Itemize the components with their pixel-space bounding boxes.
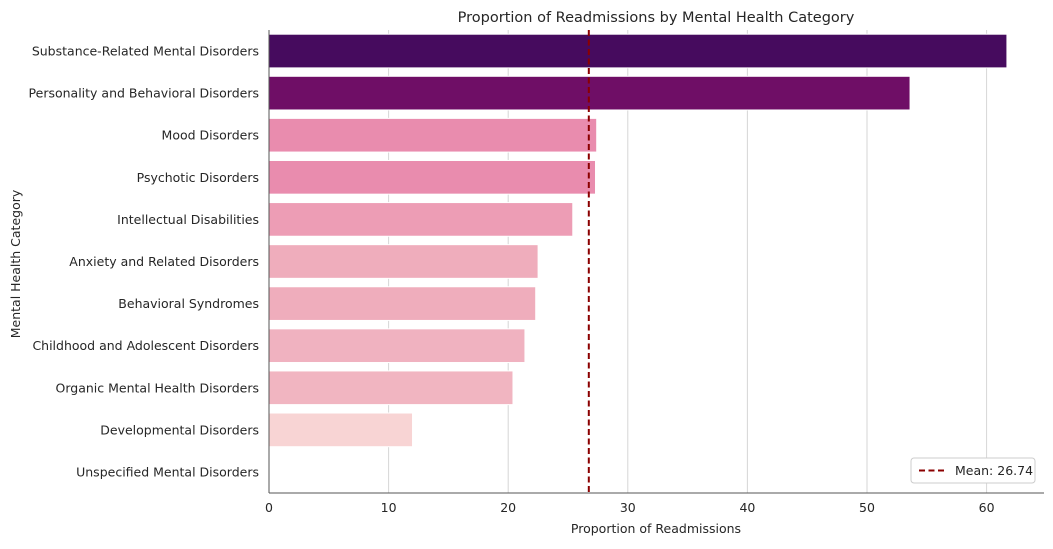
legend-frame — [910, 457, 1036, 484]
x-tick-label: 40 — [739, 500, 755, 515]
bar — [268, 33, 1008, 69]
legend: Mean: 26.74 — [910, 457, 1036, 484]
bar — [268, 117, 598, 153]
category-label: Developmental Disorders — [100, 422, 259, 437]
category-label: Childhood and Adolescent Disorders — [32, 338, 259, 353]
x-axis-label: Proportion of Readmissions — [571, 521, 741, 536]
x-tick-label: 50 — [859, 500, 875, 515]
bar — [268, 328, 526, 364]
category-label: Mood Disorders — [162, 128, 259, 143]
chart-title: Proportion of Readmissions by Mental Hea… — [458, 10, 855, 26]
axis-layer: 0 10 20 30 40 50 60 Substance-Related Mental Di… — [29, 30, 1044, 515]
category-label: Intellectual Disabilities — [117, 212, 259, 227]
bar — [268, 202, 574, 237]
bar — [268, 244, 539, 279]
x-tick-label: 10 — [381, 500, 397, 515]
legend-mean-label: Mean: 26.74 — [955, 463, 1033, 478]
bar-layer — [268, 33, 1008, 448]
bar — [268, 159, 597, 195]
category-label: Organic Mental Health Disorders — [56, 380, 259, 395]
bar — [268, 370, 514, 406]
bar — [268, 412, 414, 448]
x-tick-label: 60 — [979, 500, 995, 515]
x-tick-label: 0 — [265, 500, 273, 515]
y-axis-label: Mental Health Category — [8, 189, 23, 338]
x-tick-label: 20 — [500, 500, 516, 515]
category-label: Unspecified Mental Disorders — [76, 464, 259, 479]
category-label: Anxiety and Related Disorders — [69, 254, 259, 269]
x-tick-label: 30 — [620, 500, 636, 515]
category-label: Psychotic Disorders — [137, 170, 259, 185]
category-label: Substance-Related Mental Disorders — [32, 44, 259, 59]
category-label: Personality and Behavioral Disorders — [29, 86, 259, 101]
category-label: Behavioral Syndromes — [118, 296, 259, 311]
bar — [268, 286, 537, 321]
